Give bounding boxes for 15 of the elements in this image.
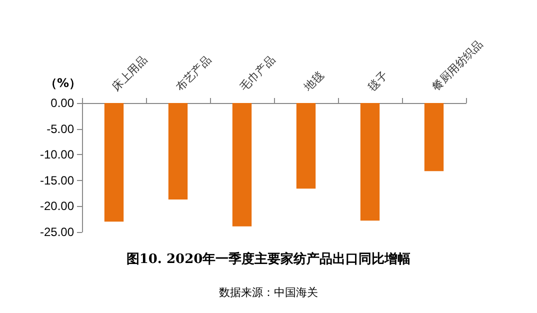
y-axis-title: （%）: [45, 76, 82, 90]
y-tick-label: -25.00: [40, 225, 74, 239]
x-tick-label: 毛巾产品: [237, 53, 278, 94]
x-tick-label: 布艺产品: [173, 53, 214, 94]
y-tick-label: -10.00: [40, 148, 74, 162]
x-tick-label: 地毯: [300, 68, 326, 94]
y-tick-label: 0.00: [50, 96, 74, 110]
x-tick-label: 餐厨用纺织品: [429, 38, 486, 94]
y-tick-label: -20.00: [40, 199, 74, 214]
y-tick-label: -15.00: [40, 173, 74, 188]
x-tick-label: 毯子: [365, 68, 390, 94]
y-tick-label: -5.00: [46, 122, 74, 136]
source-note: 数据来源：中国海关: [219, 286, 318, 299]
x-tick-label: 床上用品: [109, 53, 150, 94]
text: 图10. 2020年一季度主要家纺产品出口同比增幅: [126, 251, 411, 267]
